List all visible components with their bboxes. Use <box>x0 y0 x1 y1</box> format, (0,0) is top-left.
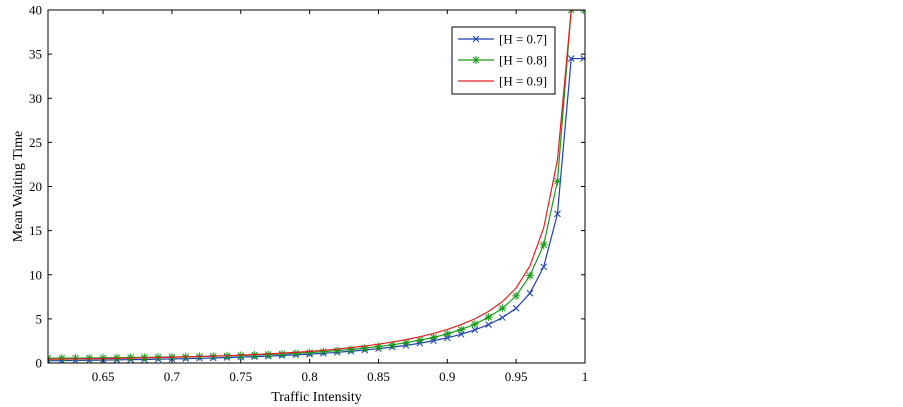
data-point <box>346 345 355 354</box>
data-point <box>402 338 410 347</box>
data-point <box>457 330 465 338</box>
series-line <box>48 10 584 360</box>
x-axis-label: Traffic Intensity <box>271 390 362 405</box>
data-point <box>57 354 66 363</box>
y-tick-label: 10 <box>29 267 42 282</box>
data-point <box>319 347 328 356</box>
series-layer <box>48 10 585 363</box>
data-point <box>112 353 121 362</box>
data-point <box>499 314 506 321</box>
data-point <box>99 353 108 362</box>
series-3 <box>48 10 584 360</box>
legend-entry: [H = 0.8] <box>458 53 547 68</box>
data-point <box>360 344 369 353</box>
data-point <box>580 55 585 62</box>
axis-layer: 0.65 0.7 0.75 0.8 0.85 0.9 0.95 105101520253035… <box>29 3 588 385</box>
data-point <box>443 329 452 338</box>
y-tick-label: 0 <box>36 356 43 371</box>
data-point <box>554 210 561 218</box>
x-tick-label: 0.65 <box>92 369 115 384</box>
legend-entry: [H = 0.7] <box>458 32 547 47</box>
data-point <box>374 342 383 351</box>
data-point <box>471 326 479 334</box>
y-tick-label: 5 <box>36 311 43 326</box>
x-tick-label: 1 <box>582 369 589 384</box>
data-point <box>540 263 548 271</box>
data-point <box>512 291 521 300</box>
y-axis-label: Mean Waiting Time <box>11 131 26 242</box>
data-point <box>291 349 300 358</box>
data-point <box>457 325 466 334</box>
data-point <box>85 353 94 362</box>
series-line <box>48 57 584 362</box>
data-point <box>71 354 80 363</box>
data-point <box>333 346 342 355</box>
data-point <box>429 333 438 342</box>
x-tick-label: 0.8 <box>301 369 317 384</box>
data-point <box>485 321 492 328</box>
data-point <box>553 177 562 186</box>
y-tick-label: 25 <box>29 135 42 150</box>
data-point <box>567 55 575 62</box>
legend-marker <box>472 56 480 64</box>
legend-marker <box>472 35 480 43</box>
legend: [H = 0.7] [H = 0.8] [H = 0.9] <box>451 26 556 95</box>
data-point <box>539 240 548 249</box>
x-tick-label: 0.75 <box>229 369 252 384</box>
legend-entry: [H = 0.9] <box>458 74 547 89</box>
data-point <box>278 349 287 358</box>
data-point <box>305 348 314 357</box>
data-point <box>484 313 493 322</box>
y-tick-label: 35 <box>29 47 42 62</box>
data-point <box>526 289 534 297</box>
x-tick-label: 0.95 <box>505 369 528 384</box>
data-point <box>470 320 479 329</box>
y-tick-label: 30 <box>29 91 42 106</box>
x-tick-label: 0.85 <box>367 369 390 384</box>
y-tick-label: 15 <box>29 223 42 238</box>
x-tick-label: 0.9 <box>439 369 455 384</box>
data-point <box>126 353 135 362</box>
data-point <box>498 304 507 313</box>
y-tick-label: 40 <box>29 3 42 18</box>
x-tick-label: 0.7 <box>164 369 181 384</box>
data-point <box>264 350 273 359</box>
legend-label: [H = 0.9] <box>499 74 547 89</box>
legend-label: [H = 0.8] <box>499 53 547 68</box>
data-point <box>388 340 397 349</box>
data-point <box>512 304 520 312</box>
data-point <box>525 271 534 280</box>
y-tick-label: 20 <box>29 179 42 194</box>
legend-label: [H = 0.7] <box>499 32 547 47</box>
data-point <box>415 336 424 345</box>
